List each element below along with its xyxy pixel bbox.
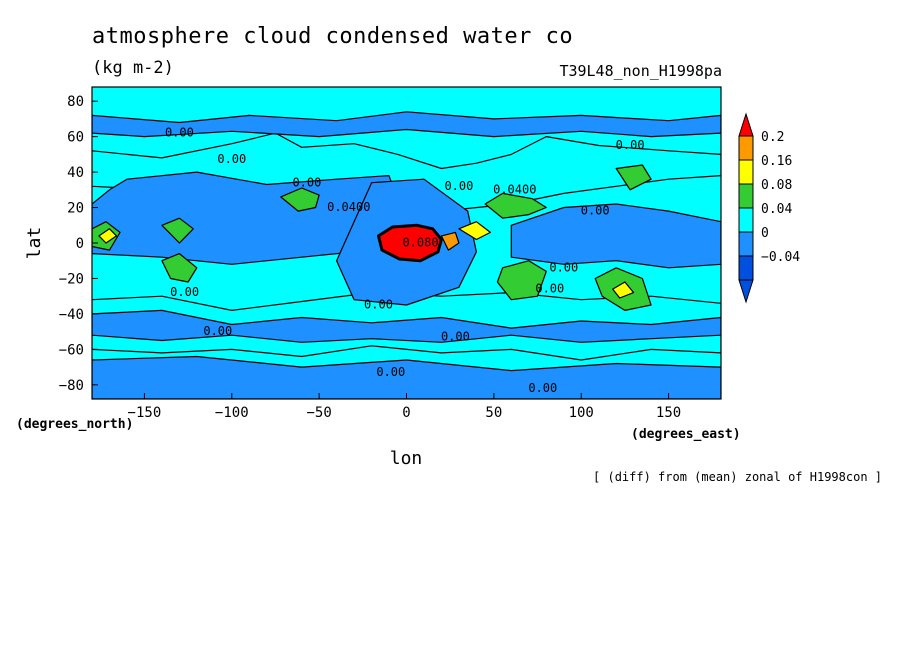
x-tick-label-5: 100 xyxy=(569,405,594,421)
contour-region-13 xyxy=(615,164,652,191)
contour-region-16 xyxy=(98,228,118,244)
contour-label-6: 0.0400 xyxy=(493,182,536,196)
contour-region-4 xyxy=(510,203,721,269)
y-axis: 80 60 40 20 0 −20 −40 −60 −80 xyxy=(59,94,98,394)
contour-region-20 xyxy=(440,231,460,251)
contour-label-8: 0.00 xyxy=(616,138,645,152)
x-tick-label-6: 150 xyxy=(656,405,681,421)
contour-label-2: 0.00 xyxy=(292,175,321,189)
colorbar-level-label-0: 0.2 xyxy=(761,130,784,145)
plot-area: 0.00 0.00 0.00 0.0400 0.080 0.00 0.0400 0.00 0.0… xyxy=(91,86,722,400)
colorbar-box-3 xyxy=(738,207,754,233)
contour-labels: 0.00 0.00 0.00 0.0400 0.080 0.00 0.0400 0.00 0.0… xyxy=(165,126,645,395)
contour-label-4: 0.080 xyxy=(402,236,438,250)
colorbar-box-5 xyxy=(738,255,754,281)
chart-title: atmosphere cloud condensed water co xyxy=(92,24,574,49)
y-tick-label-6: −40 xyxy=(59,307,84,323)
contour-label-3: 0.0400 xyxy=(327,200,370,214)
contour-fills xyxy=(92,111,721,399)
colorbar-level-label-3: 0.04 xyxy=(761,202,792,217)
x-tick-label-3: 0 xyxy=(402,405,410,421)
contour-label-7: 0.00 xyxy=(581,204,610,218)
x-tick-label-0: −150 xyxy=(128,405,162,421)
y-tick-label-8: −80 xyxy=(59,378,84,394)
x-unit-label: (degrees_east) xyxy=(631,427,741,442)
contour-label-12: 0.00 xyxy=(364,298,393,312)
contour-region-9 xyxy=(484,192,547,219)
colorbar-box-1 xyxy=(738,159,754,185)
contour-label-13: 0.00 xyxy=(441,330,470,344)
footnote: [ (diff) from (mean) zonal of H1998con ] xyxy=(593,470,882,484)
y-tick-label-5: −20 xyxy=(59,271,84,287)
contour-label-14: 0.00 xyxy=(203,324,232,338)
contour-label-10: 0.00 xyxy=(535,282,564,296)
contour-label-16: 0.00 xyxy=(528,381,557,395)
contour-region-17 xyxy=(458,221,491,241)
run-label: T39L48_non_H1998pa xyxy=(559,62,722,80)
colorbar-level-label-2: 0.08 xyxy=(761,178,792,193)
contour-label-11: 0.00 xyxy=(170,285,199,299)
y-axis-label: lat xyxy=(24,227,45,260)
contour-label-15: 0.00 xyxy=(376,365,405,379)
contour-region-15 xyxy=(161,217,194,244)
contour-region-18 xyxy=(612,281,635,299)
colorbar-level-label-4: 0 xyxy=(761,226,769,241)
colorbar-level-label-1: 0.16 xyxy=(761,154,792,169)
x-tick-label-4: 50 xyxy=(485,405,502,421)
y-tick-label-3: 20 xyxy=(67,201,84,217)
contour-region-19 xyxy=(377,223,443,263)
chart-units: (kg m-2) xyxy=(92,58,174,78)
x-tick-label-1: −100 xyxy=(215,405,249,421)
y-tick-label-7: −60 xyxy=(59,342,84,358)
colorbar-bottom-arrow xyxy=(738,279,754,304)
contour-label-0: 0.00 xyxy=(165,126,194,140)
contour-label-9: 0.00 xyxy=(549,260,578,274)
contour-region-5 xyxy=(92,309,721,343)
colorbar-top-arrow xyxy=(738,112,754,137)
x-axis-label: lon xyxy=(390,448,423,469)
colorbar-box-2 xyxy=(738,183,754,209)
y-tick-label-0: 80 xyxy=(67,94,84,110)
contour-label-1: 0.00 xyxy=(217,152,246,166)
y-tick-label-1: 60 xyxy=(67,130,84,146)
x-axis: −150 −100 −50 0 50 100 150 xyxy=(128,393,681,421)
y-unit-label: (degrees_north) xyxy=(16,417,133,432)
contour-region-11 xyxy=(496,260,547,301)
colorbar-box-0 xyxy=(738,135,754,161)
y-tick-label-4: 0 xyxy=(76,236,84,252)
y-tick-label-2: 40 xyxy=(67,165,84,181)
contour-region-6 xyxy=(92,355,721,399)
contour-region-7 xyxy=(92,111,721,138)
x-tick-label-2: −50 xyxy=(306,405,331,421)
contour-region-2 xyxy=(92,171,408,265)
contour-region-8 xyxy=(280,187,320,212)
colorbar-box-4 xyxy=(738,231,754,257)
colorbar: 0.2 0.16 0.08 0.04 0 −0.04 xyxy=(738,112,800,304)
contour-region-10 xyxy=(161,253,198,283)
contour-label-5: 0.00 xyxy=(444,179,473,193)
colorbar-level-label-5: −0.04 xyxy=(761,250,800,265)
